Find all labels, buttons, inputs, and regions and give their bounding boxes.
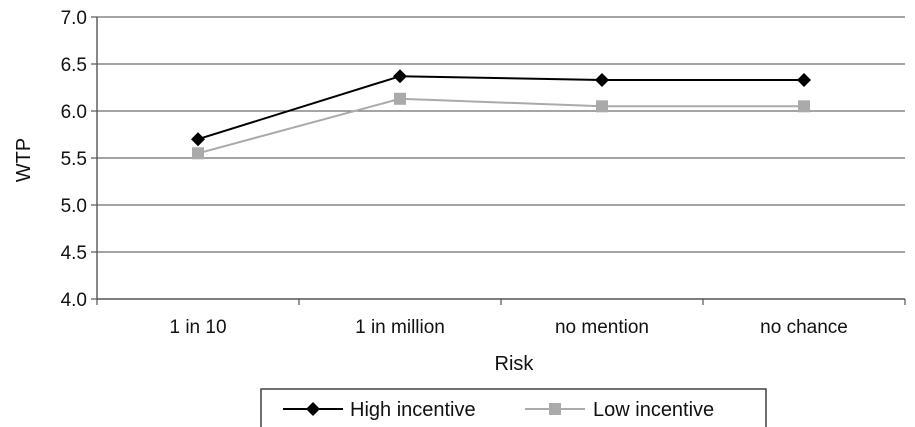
data-point-low-incentive <box>394 92 406 105</box>
x-axis-ticks: 1 in 10 1 in million no mention no chance <box>96 299 906 338</box>
x-tick-label: 1 in million <box>355 317 445 338</box>
x-tick-label: 1 in 10 <box>169 317 226 338</box>
x-axis-title: Risk <box>495 353 535 375</box>
legend-marker-low-incentive <box>549 403 561 415</box>
x-tick-label: no mention <box>555 317 649 338</box>
data-point-low-incentive <box>596 100 608 113</box>
series-group <box>191 69 811 160</box>
y-tick-label: 6.0 <box>61 102 87 123</box>
y-tick-label: 6.5 <box>61 55 87 76</box>
legend-box <box>260 388 767 427</box>
data-point-low-incentive <box>798 100 810 113</box>
x-tick-label: no chance <box>760 317 848 338</box>
legend-label-low-incentive: Low incentive <box>593 399 714 421</box>
data-point-low-incentive <box>192 147 204 160</box>
y-axis-ticks: 4.0 4.5 5.0 5.5 6.0 6.5 7.0 <box>61 8 97 311</box>
data-point-high-incentive <box>393 69 407 84</box>
data-point-high-incentive <box>797 72 811 87</box>
y-tick-label: 5.0 <box>61 196 87 217</box>
series-line-low-incentive <box>197 97 804 155</box>
y-tick-label: 4.5 <box>61 243 87 264</box>
y-tick-label: 7.0 <box>61 8 87 29</box>
y-tick-label: 5.5 <box>61 149 87 170</box>
y-tick-label: 4.0 <box>61 290 87 311</box>
legend-label-high-incentive: High incentive <box>350 399 476 421</box>
data-point-high-incentive <box>191 132 205 147</box>
legend-marker-high-incentive <box>306 402 320 416</box>
y-axis-title: WTP <box>13 138 35 182</box>
data-point-high-incentive <box>595 72 609 87</box>
series-line-high-incentive <box>197 75 804 141</box>
legend: High incentive Low incentive <box>260 388 767 427</box>
gridlines <box>97 16 905 253</box>
